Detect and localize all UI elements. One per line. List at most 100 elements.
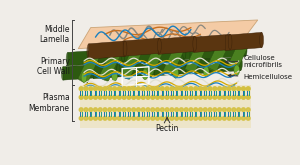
Circle shape — [146, 87, 150, 91]
Ellipse shape — [184, 61, 187, 74]
Circle shape — [79, 116, 83, 120]
Circle shape — [227, 87, 231, 91]
Circle shape — [84, 87, 88, 91]
Circle shape — [213, 116, 217, 120]
Ellipse shape — [112, 71, 117, 81]
Circle shape — [227, 95, 231, 99]
Circle shape — [237, 116, 241, 120]
Circle shape — [227, 108, 231, 112]
Circle shape — [222, 116, 226, 120]
Circle shape — [184, 108, 188, 112]
Circle shape — [208, 108, 212, 112]
Ellipse shape — [61, 67, 65, 80]
Ellipse shape — [87, 44, 91, 59]
Circle shape — [199, 87, 203, 91]
Circle shape — [117, 87, 121, 91]
Polygon shape — [159, 44, 215, 62]
Ellipse shape — [157, 39, 160, 54]
Circle shape — [84, 95, 88, 99]
Circle shape — [98, 95, 102, 99]
Circle shape — [237, 108, 241, 112]
Ellipse shape — [224, 35, 227, 50]
Circle shape — [232, 87, 236, 91]
Circle shape — [170, 87, 174, 91]
Ellipse shape — [207, 67, 216, 72]
Polygon shape — [89, 41, 125, 59]
Circle shape — [89, 87, 93, 91]
Circle shape — [246, 87, 250, 91]
Circle shape — [108, 87, 112, 91]
Ellipse shape — [234, 65, 240, 75]
Ellipse shape — [178, 60, 181, 73]
Circle shape — [94, 116, 98, 120]
Circle shape — [222, 95, 226, 99]
Circle shape — [218, 116, 221, 120]
Ellipse shape — [97, 51, 100, 64]
Circle shape — [113, 108, 116, 112]
Circle shape — [146, 108, 150, 112]
Circle shape — [165, 116, 169, 120]
Polygon shape — [190, 43, 245, 60]
Ellipse shape — [121, 41, 125, 56]
Circle shape — [194, 116, 198, 120]
Circle shape — [122, 95, 126, 99]
Ellipse shape — [81, 72, 87, 82]
Ellipse shape — [123, 41, 127, 56]
Ellipse shape — [260, 32, 263, 48]
Circle shape — [136, 95, 140, 99]
Circle shape — [222, 108, 226, 112]
Ellipse shape — [120, 74, 130, 79]
Circle shape — [242, 116, 245, 120]
Circle shape — [170, 108, 174, 112]
Circle shape — [122, 87, 126, 91]
Circle shape — [117, 95, 121, 99]
Circle shape — [156, 108, 159, 112]
Circle shape — [146, 116, 150, 120]
Circle shape — [242, 108, 245, 112]
Circle shape — [146, 95, 150, 99]
Circle shape — [199, 116, 203, 120]
Ellipse shape — [173, 68, 178, 78]
Ellipse shape — [99, 76, 109, 81]
Ellipse shape — [163, 71, 172, 75]
Circle shape — [242, 95, 245, 99]
Ellipse shape — [244, 43, 247, 56]
Circle shape — [156, 95, 159, 99]
Circle shape — [184, 116, 188, 120]
Circle shape — [141, 108, 145, 112]
Circle shape — [94, 87, 98, 91]
Polygon shape — [225, 32, 262, 50]
Text: Plasma
Membrane: Plasma Membrane — [29, 93, 70, 113]
Ellipse shape — [193, 36, 197, 51]
Circle shape — [117, 116, 121, 120]
Ellipse shape — [158, 38, 161, 53]
Circle shape — [141, 116, 145, 120]
Ellipse shape — [152, 47, 155, 61]
Circle shape — [213, 108, 217, 112]
Circle shape — [218, 87, 221, 91]
Circle shape — [122, 108, 126, 112]
Polygon shape — [80, 85, 251, 128]
Circle shape — [203, 87, 207, 91]
Circle shape — [127, 116, 131, 120]
Circle shape — [208, 95, 212, 99]
Ellipse shape — [142, 69, 148, 80]
Circle shape — [84, 108, 88, 112]
Ellipse shape — [203, 66, 209, 77]
Ellipse shape — [219, 41, 229, 46]
Circle shape — [151, 87, 155, 91]
Polygon shape — [185, 57, 241, 74]
Ellipse shape — [213, 44, 217, 58]
Ellipse shape — [147, 62, 151, 75]
Circle shape — [103, 87, 107, 91]
Circle shape — [184, 87, 188, 91]
Circle shape — [203, 95, 207, 99]
Circle shape — [199, 108, 203, 112]
Circle shape — [141, 95, 145, 99]
Circle shape — [213, 95, 217, 99]
Circle shape — [246, 116, 250, 120]
Circle shape — [160, 95, 164, 99]
Polygon shape — [142, 47, 164, 77]
Ellipse shape — [92, 65, 95, 79]
Circle shape — [98, 87, 102, 91]
